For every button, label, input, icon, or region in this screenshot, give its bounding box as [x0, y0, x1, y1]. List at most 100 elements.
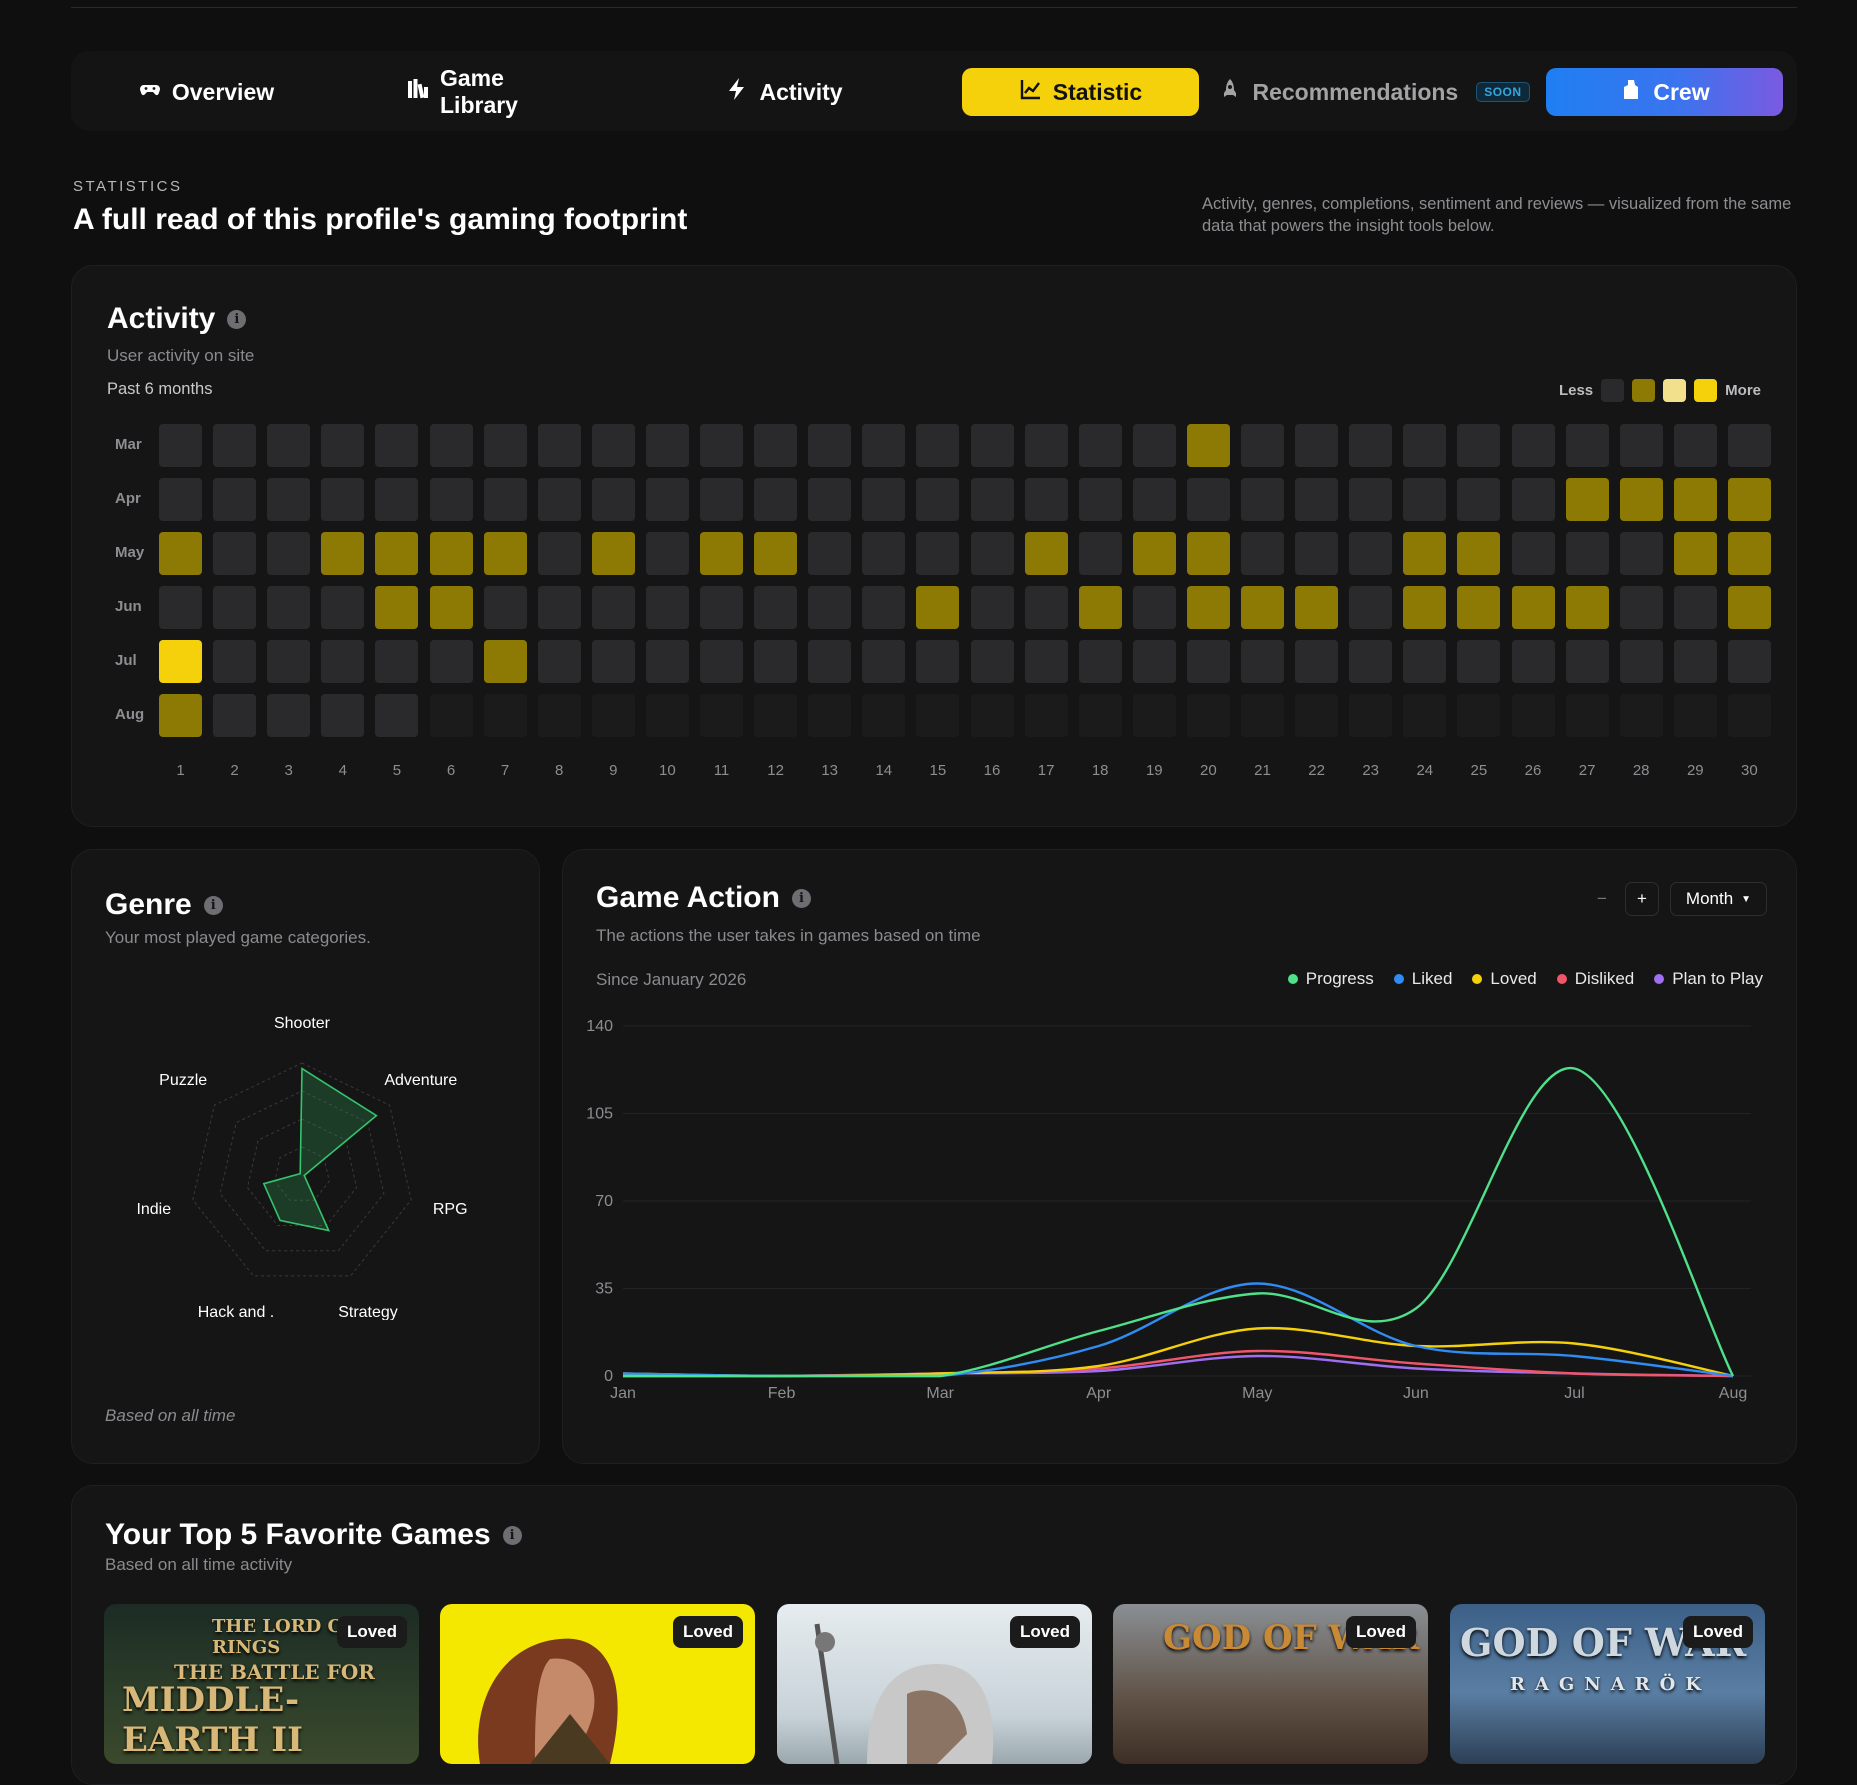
- heatmap-cell[interactable]: [1727, 586, 1771, 629]
- heatmap-cell[interactable]: [1241, 424, 1284, 467]
- heatmap-cell[interactable]: [1673, 640, 1717, 683]
- heatmap-cell[interactable]: [754, 478, 798, 521]
- heatmap-cell[interactable]: [1078, 532, 1122, 575]
- heatmap-cell[interactable]: [159, 478, 202, 521]
- heatmap-cell[interactable]: [213, 640, 257, 683]
- period-select[interactable]: Month ▼: [1670, 882, 1767, 916]
- heatmap-cell[interactable]: [267, 694, 311, 737]
- heatmap-cell[interactable]: [537, 424, 581, 467]
- heatmap-cell[interactable]: [754, 532, 798, 575]
- heatmap-cell[interactable]: [1457, 532, 1501, 575]
- heatmap-cell[interactable]: [267, 424, 311, 467]
- heatmap-cell[interactable]: [1673, 586, 1717, 629]
- heatmap-cell[interactable]: [1241, 586, 1284, 629]
- heatmap-cell[interactable]: [483, 478, 527, 521]
- heatmap-cell[interactable]: [429, 532, 473, 575]
- legend-item-loved[interactable]: Loved: [1472, 969, 1537, 989]
- heatmap-cell[interactable]: [1132, 586, 1176, 629]
- heatmap-cell[interactable]: [808, 586, 852, 629]
- heatmap-cell[interactable]: [267, 532, 311, 575]
- heatmap-cell[interactable]: [970, 532, 1014, 575]
- heatmap-cell[interactable]: [916, 532, 960, 575]
- heatmap-cell[interactable]: [1132, 532, 1176, 575]
- heatmap-cell[interactable]: [537, 478, 581, 521]
- heatmap-cell[interactable]: [1241, 478, 1284, 521]
- heatmap-cell[interactable]: [375, 694, 419, 737]
- heatmap-cell[interactable]: [159, 694, 202, 737]
- heatmap-cell[interactable]: [591, 586, 635, 629]
- heatmap-cell[interactable]: [1295, 478, 1339, 521]
- heatmap-cell[interactable]: [970, 640, 1014, 683]
- tab-game-library[interactable]: Game Library: [406, 65, 586, 118]
- heatmap-cell[interactable]: [1078, 586, 1122, 629]
- heatmap-cell[interactable]: [1403, 640, 1447, 683]
- heatmap-cell[interactable]: [1403, 478, 1447, 521]
- heatmap-cell[interactable]: [1132, 478, 1176, 521]
- zoom-out-button[interactable]: −: [1597, 889, 1607, 908]
- heatmap-cell[interactable]: [1024, 478, 1068, 521]
- heatmap-cell[interactable]: [970, 424, 1014, 467]
- heatmap-cell[interactable]: [267, 640, 311, 683]
- heatmap-cell[interactable]: [1132, 424, 1176, 467]
- heatmap-cell[interactable]: [916, 694, 960, 737]
- heatmap-cell[interactable]: [1403, 586, 1447, 629]
- heatmap-cell[interactable]: [1186, 586, 1230, 629]
- heatmap-cell[interactable]: [808, 424, 852, 467]
- heatmap-cell[interactable]: [1241, 694, 1284, 737]
- heatmap-cell[interactable]: [267, 478, 311, 521]
- legend-item-progress[interactable]: Progress: [1287, 969, 1374, 989]
- heatmap-cell[interactable]: [1349, 694, 1393, 737]
- heatmap-cell[interactable]: [645, 424, 689, 467]
- tab-statistic[interactable]: Statistic: [962, 68, 1199, 116]
- heatmap-cell[interactable]: [700, 586, 743, 629]
- heatmap-cell[interactable]: [537, 586, 581, 629]
- heatmap-cell[interactable]: [700, 424, 743, 467]
- heatmap-cell[interactable]: [1457, 640, 1501, 683]
- heatmap-cell[interactable]: [213, 424, 257, 467]
- heatmap-cell[interactable]: [321, 586, 365, 629]
- heatmap-cell[interactable]: [591, 694, 635, 737]
- heatmap-cell[interactable]: [159, 640, 202, 683]
- heatmap-cell[interactable]: [483, 640, 527, 683]
- heatmap-cell[interactable]: [1619, 532, 1663, 575]
- tab-crew[interactable]: Crew: [1546, 68, 1783, 116]
- game-card-2[interactable]: Loved: [440, 1604, 755, 1764]
- heatmap-cell[interactable]: [483, 424, 527, 467]
- heatmap-cell[interactable]: [1403, 424, 1447, 467]
- heatmap-cell[interactable]: [1403, 532, 1447, 575]
- heatmap-cell[interactable]: [1511, 640, 1555, 683]
- heatmap-cell[interactable]: [429, 586, 473, 629]
- heatmap-cell[interactable]: [1024, 586, 1068, 629]
- heatmap-cell[interactable]: [1565, 694, 1609, 737]
- heatmap-cell[interactable]: [1565, 424, 1609, 467]
- tab-overview[interactable]: Overview: [136, 68, 276, 116]
- heatmap-cell[interactable]: [970, 586, 1014, 629]
- heatmap-cell[interactable]: [645, 640, 689, 683]
- legend-item-liked[interactable]: Liked: [1393, 969, 1452, 989]
- heatmap-cell[interactable]: [1457, 424, 1501, 467]
- heatmap-cell[interactable]: [1349, 586, 1393, 629]
- info-icon[interactable]: i: [791, 888, 811, 908]
- heatmap-cell[interactable]: [1619, 586, 1663, 629]
- zoom-in-button[interactable]: +: [1625, 882, 1659, 916]
- game-card-god-of-war-2[interactable]: GOD OF WAR Loved: [1113, 1604, 1428, 1764]
- heatmap-cell[interactable]: [591, 532, 635, 575]
- heatmap-cell[interactable]: [808, 640, 852, 683]
- heatmap-cell[interactable]: [1132, 694, 1176, 737]
- legend-item-disliked[interactable]: Disliked: [1556, 969, 1634, 989]
- game-card-god-of-war-ragnarok[interactable]: GOD OF WAR RAGNARÖK Loved: [1450, 1604, 1765, 1764]
- heatmap-cell[interactable]: [321, 640, 365, 683]
- info-icon[interactable]: i: [203, 895, 223, 915]
- heatmap-cell[interactable]: [1186, 424, 1230, 467]
- legend-item-plan-to-play[interactable]: Plan to Play: [1654, 969, 1763, 989]
- heatmap-cell[interactable]: [375, 424, 419, 467]
- heatmap-cell[interactable]: [213, 478, 257, 521]
- heatmap-cell[interactable]: [1727, 424, 1771, 467]
- heatmap-cell[interactable]: [591, 478, 635, 521]
- heatmap-cell[interactable]: [862, 586, 906, 629]
- heatmap-cell[interactable]: [1727, 694, 1771, 737]
- heatmap-cell[interactable]: [1295, 586, 1339, 629]
- heatmap-cell[interactable]: [159, 532, 202, 575]
- heatmap-cell[interactable]: [645, 586, 689, 629]
- heatmap-cell[interactable]: [429, 424, 473, 467]
